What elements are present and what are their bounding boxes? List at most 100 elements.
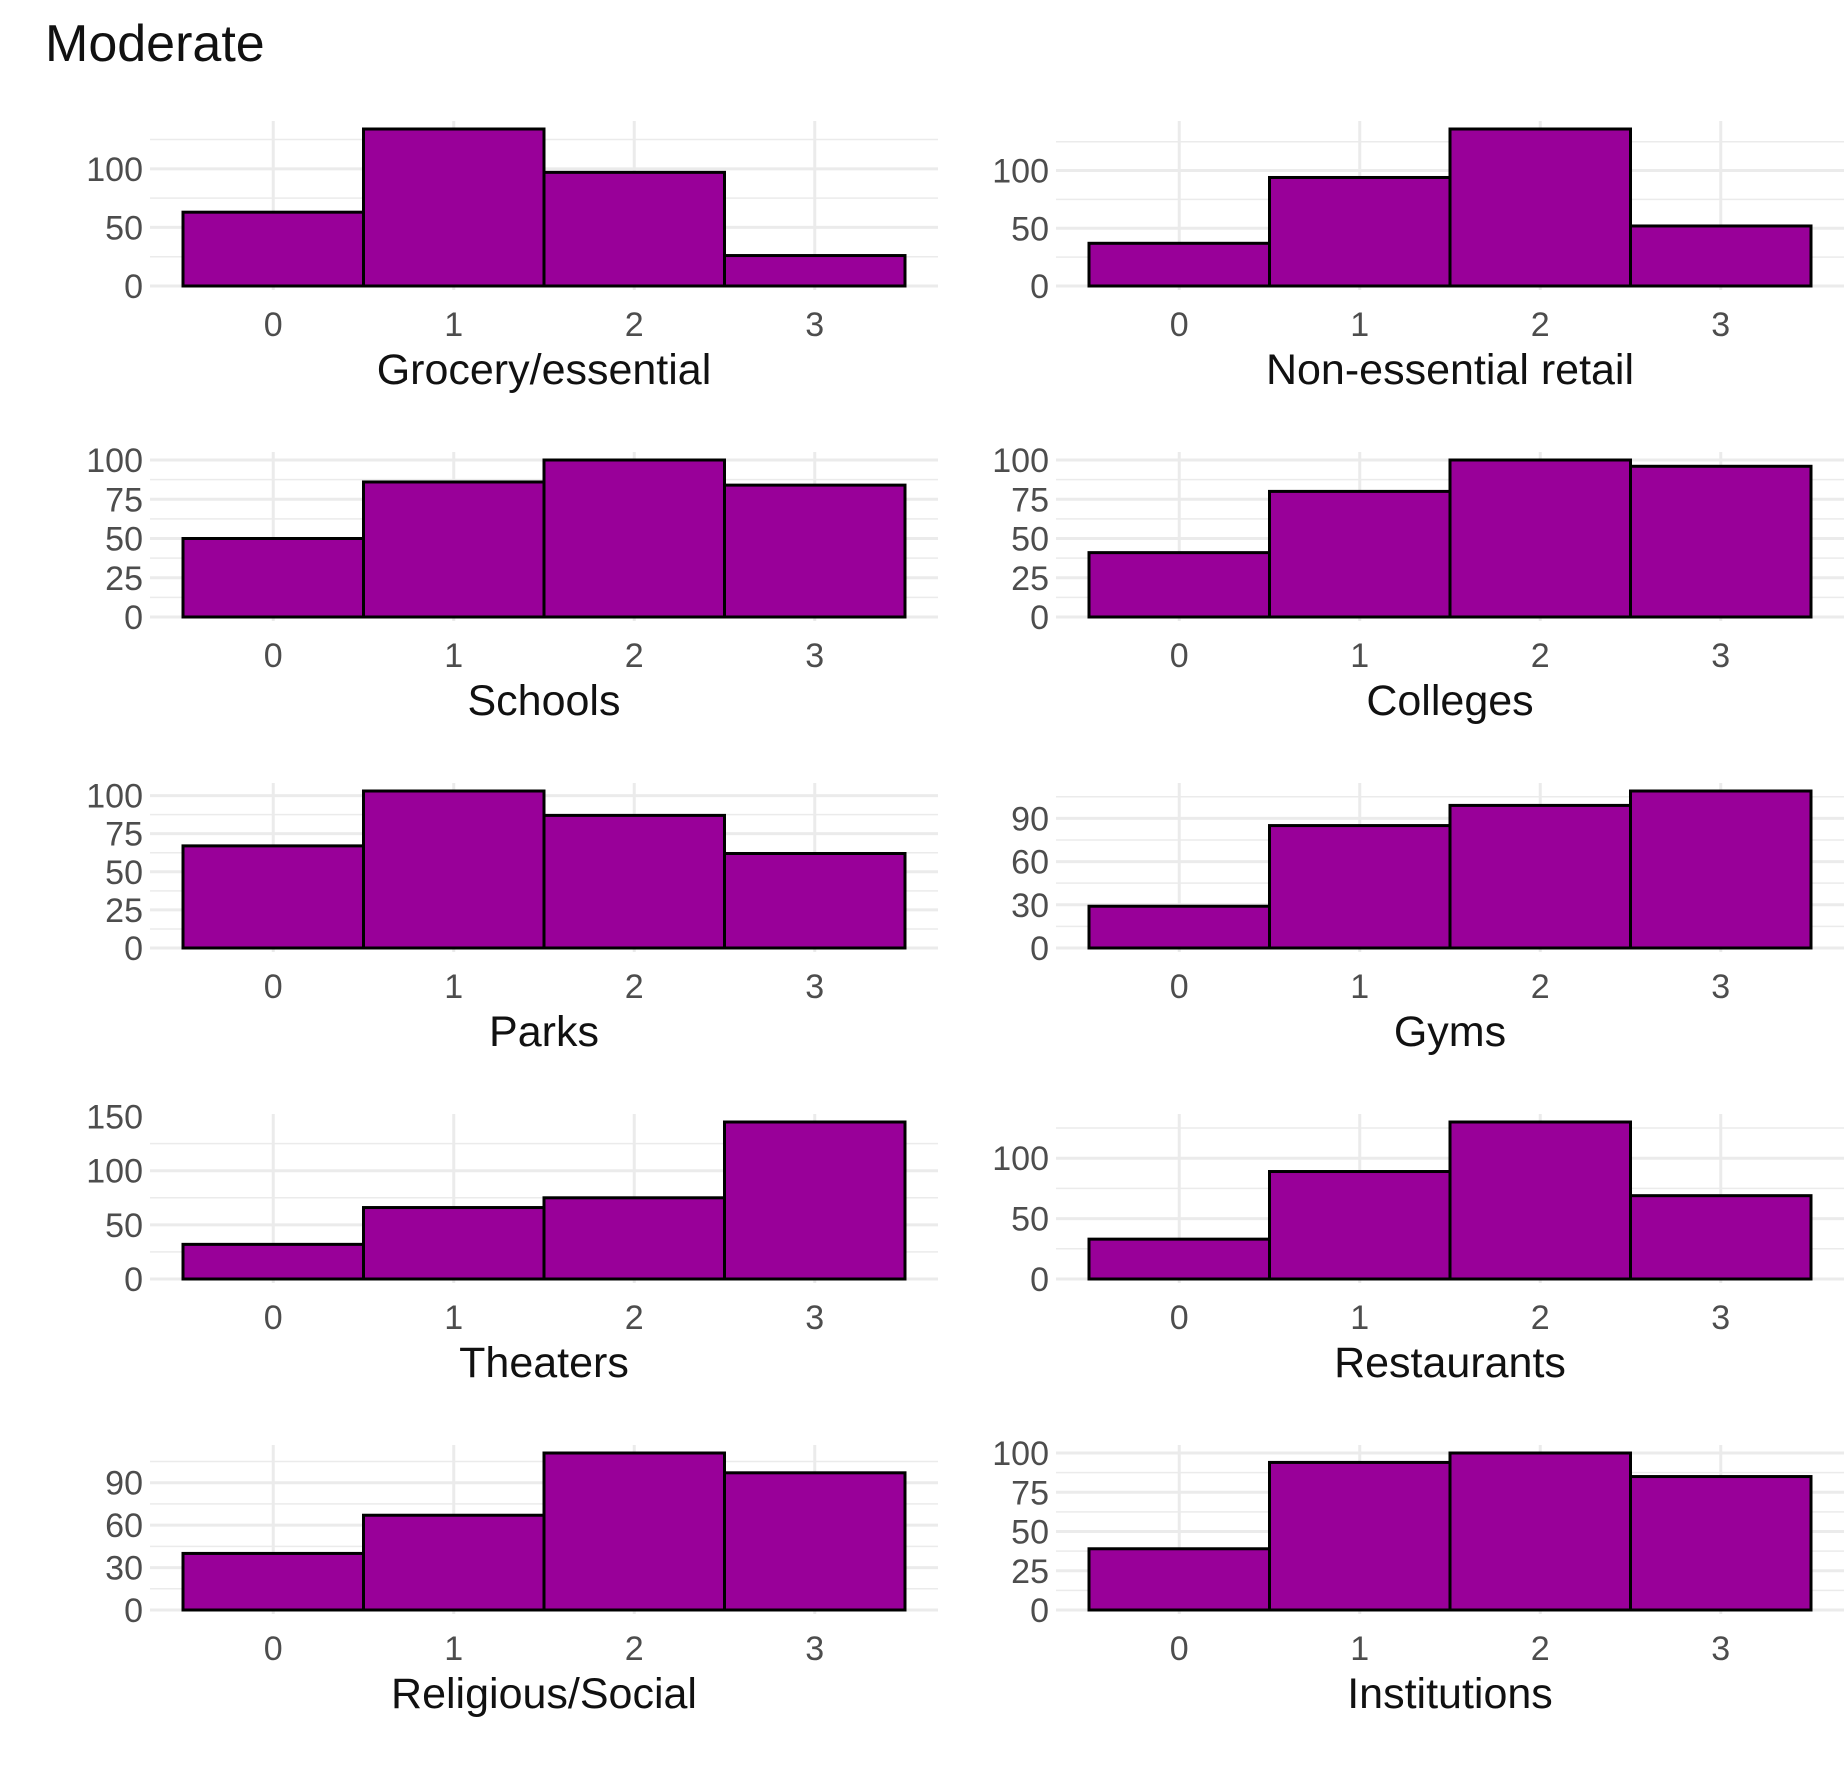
x-tick-label: 3 [805, 1299, 824, 1337]
y-tick-label: 30 [1011, 887, 1049, 925]
bar-gyms-0 [1087, 904, 1271, 950]
bar-schools-0 [181, 537, 365, 619]
x-axis-title: Institutions [1347, 1670, 1553, 1718]
x-tick-label: 0 [264, 1630, 283, 1668]
y-tick-label: 75 [105, 816, 143, 854]
x-tick-label: 3 [805, 968, 824, 1006]
bar-theaters-0 [181, 1242, 365, 1281]
bar-theaters-1 [362, 1206, 546, 1281]
y-tick-label: 75 [105, 481, 143, 519]
x-tick-label: 3 [1711, 1630, 1730, 1668]
x-tick-label: 2 [1531, 306, 1550, 344]
x-tick-label: 3 [805, 306, 824, 344]
y-tick-label: 50 [105, 854, 143, 892]
bar-religious-social-2 [542, 1451, 726, 1612]
bar-colleges-0 [1087, 551, 1271, 619]
bar-gyms-1 [1268, 824, 1452, 950]
y-tick-label: 0 [1030, 930, 1049, 968]
panel-restaurants: 0 50 100 0 1 2 3 Restaurants [992, 1114, 1844, 1387]
bar-institutions-2 [1448, 1451, 1632, 1612]
y-tick-label: 50 [105, 521, 143, 559]
panel-theaters: 0 50 100 150 0 1 2 3 Theaters [86, 1099, 938, 1387]
x-tick-label: 0 [264, 306, 283, 344]
bar-restaurants-0 [1087, 1237, 1271, 1281]
y-tick-label: 0 [124, 930, 143, 968]
x-axis-title: Restaurants [1334, 1339, 1566, 1387]
y-tick-label: 0 [1030, 268, 1049, 306]
x-tick-label: 1 [444, 1630, 463, 1668]
x-tick-label: 2 [625, 1299, 644, 1337]
y-tick-label: 100 [86, 442, 143, 480]
y-tick-label: 0 [124, 599, 143, 637]
y-tick-label: 60 [1011, 844, 1049, 882]
x-tick-label: 1 [1350, 1299, 1369, 1337]
panel-gyms: 0 30 60 90 0 1 2 3 Gyms [1011, 783, 1844, 1056]
y-tick-label: 25 [1011, 560, 1049, 598]
x-axis-title: Theaters [459, 1339, 629, 1387]
bar-institutions-1 [1268, 1460, 1452, 1612]
bar-colleges-1 [1268, 489, 1452, 619]
bar-parks-3 [723, 851, 907, 950]
x-tick-label: 0 [264, 968, 283, 1006]
x-axis-title: Colleges [1366, 677, 1533, 725]
x-tick-label: 2 [625, 968, 644, 1006]
bar-grocery-essential-2 [542, 170, 726, 288]
y-tick-label: 50 [1011, 1201, 1049, 1239]
bar-restaurants-2 [1448, 1120, 1632, 1281]
x-tick-label: 0 [1170, 306, 1189, 344]
bar-non-essential-retail-1 [1268, 175, 1452, 288]
x-tick-label: 3 [1711, 637, 1730, 675]
y-tick-label: 75 [1011, 1474, 1049, 1512]
bar-parks-0 [181, 844, 365, 950]
y-tick-label: 0 [1030, 1261, 1049, 1299]
x-tick-label: 1 [444, 968, 463, 1006]
y-tick-label: 100 [992, 153, 1049, 191]
bar-grocery-essential-3 [723, 254, 907, 288]
x-tick-label: 2 [625, 306, 644, 344]
x-tick-label: 3 [805, 1630, 824, 1668]
panel-religious-social: 0 30 60 90 0 1 2 3 Religious/Social [105, 1445, 938, 1718]
x-axis-title: Parks [489, 1008, 599, 1056]
bar-gyms-2 [1448, 803, 1632, 950]
y-tick-label: 0 [124, 1261, 143, 1299]
bar-schools-1 [362, 480, 546, 619]
bar-non-essential-retail-3 [1629, 224, 1813, 288]
bar-non-essential-retail-0 [1087, 241, 1271, 288]
bar-grocery-essential-0 [181, 210, 365, 288]
x-tick-label: 0 [264, 637, 283, 675]
y-tick-label: 100 [86, 778, 143, 816]
x-tick-label: 1 [1350, 1630, 1369, 1668]
y-tick-label: 25 [105, 892, 143, 930]
y-tick-label: 150 [86, 1099, 143, 1137]
panel-non-essential-retail: 0 50 100 0 1 2 3 Non-essential retail [992, 121, 1844, 394]
y-tick-label: 100 [992, 1140, 1049, 1178]
x-tick-label: 2 [1531, 968, 1550, 1006]
y-tick-label: 25 [1011, 1553, 1049, 1591]
y-tick-label: 30 [105, 1550, 143, 1588]
y-tick-label: 50 [1011, 210, 1049, 248]
y-tick-label: 100 [992, 442, 1049, 480]
bar-institutions-3 [1629, 1475, 1813, 1612]
bar-parks-1 [362, 789, 546, 950]
y-tick-label: 50 [105, 209, 143, 247]
bar-parks-2 [542, 813, 726, 950]
x-tick-label: 0 [1170, 1299, 1189, 1337]
x-tick-label: 1 [1350, 968, 1369, 1006]
y-tick-label: 100 [86, 151, 143, 189]
figure-title: Moderate [45, 15, 265, 73]
y-tick-label: 25 [105, 560, 143, 598]
x-tick-label: 1 [1350, 637, 1369, 675]
y-tick-label: 50 [105, 1207, 143, 1245]
y-tick-label: 100 [992, 1435, 1049, 1473]
x-tick-label: 1 [444, 637, 463, 675]
x-axis-title: Gyms [1394, 1008, 1506, 1056]
x-tick-label: 2 [625, 1630, 644, 1668]
x-axis-title: Schools [468, 677, 621, 725]
y-tick-label: 0 [124, 1592, 143, 1630]
bar-colleges-3 [1629, 464, 1813, 619]
bar-schools-3 [723, 483, 907, 619]
x-tick-label: 2 [1531, 1299, 1550, 1337]
bar-theaters-2 [542, 1196, 726, 1281]
